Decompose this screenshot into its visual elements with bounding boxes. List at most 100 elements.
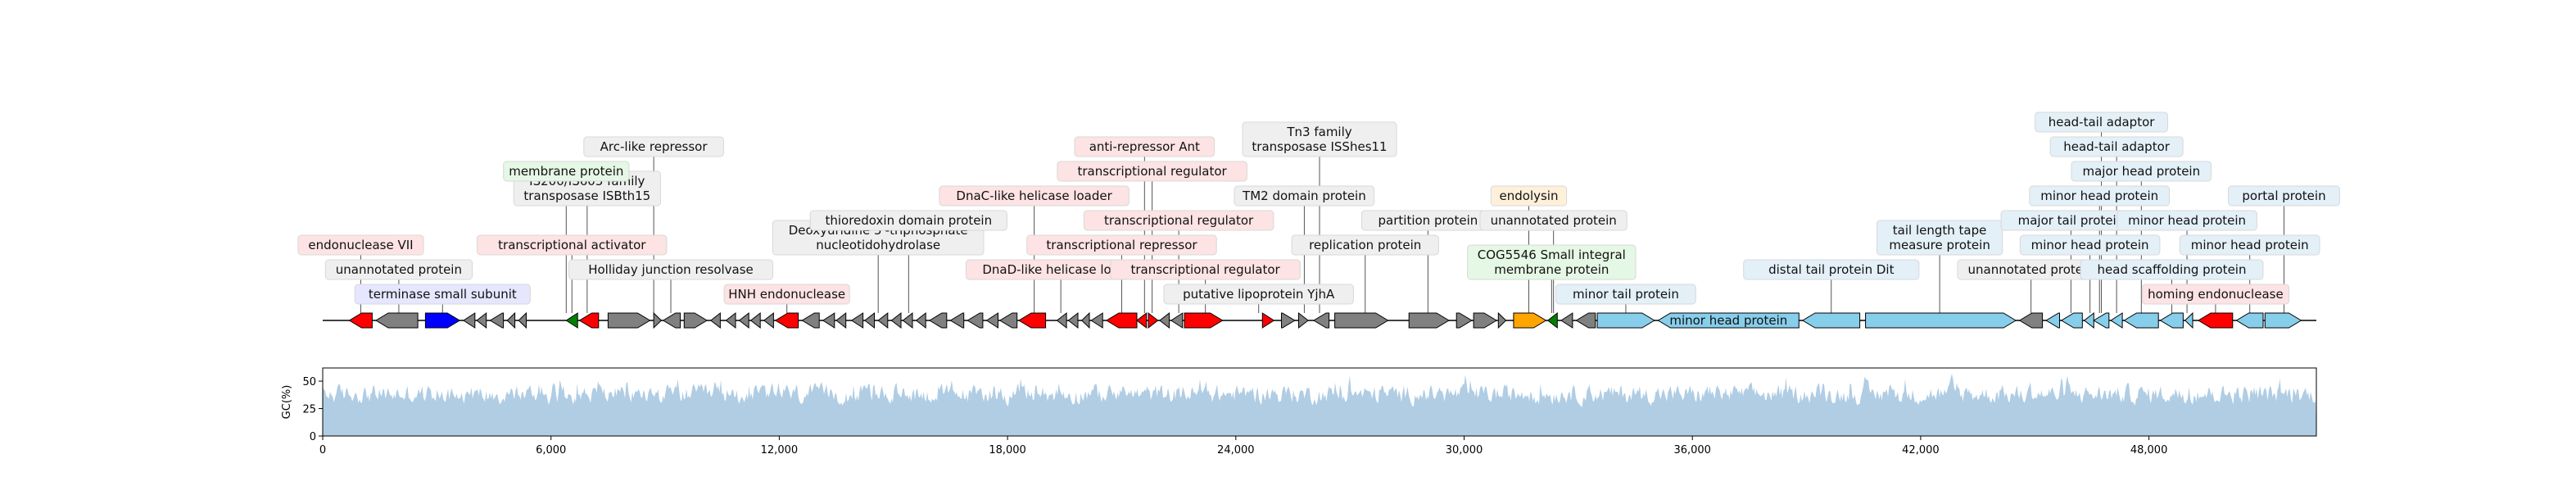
- x-tick-label: 30,000: [1446, 444, 1483, 456]
- gene-arrow: [850, 312, 864, 329]
- gene-arrow: [1313, 312, 1330, 329]
- x-tick-label: 48,000: [2130, 444, 2168, 456]
- gene-label: DnaC-like helicase loader: [956, 188, 1112, 203]
- gene-label-line: Holliday junction resolvase: [588, 262, 754, 277]
- position-x-axis: 0 6,000 12,000 18,000 24,000 30,000 36,000 42,0…: [319, 436, 2168, 456]
- gene-arrow: [1281, 312, 1296, 329]
- gene-arrow: [890, 311, 902, 329]
- gene-track: [348, 311, 2302, 329]
- gene-arrow: [835, 311, 847, 329]
- gene-arrow: [1456, 312, 1473, 329]
- gene-label-line: transcriptional activator: [498, 238, 646, 252]
- gene-arrow: [2110, 312, 2123, 329]
- gene-label-box: [809, 210, 1007, 231]
- gc-content-panel: 0 25 50 GC(%) 0 6,000 12,000 18,000 24,000 30,0…: [281, 367, 2317, 456]
- gene-label-box: [477, 234, 668, 256]
- gene-arrow: [1575, 312, 1596, 329]
- gc-y-tick-label: 25: [302, 404, 316, 416]
- gene-arrow: [928, 312, 948, 329]
- gene-label-box: [1743, 259, 1920, 280]
- gene-arrow: [1298, 311, 1309, 329]
- gene-label-box: [1110, 259, 1301, 280]
- gene-arrow: [1080, 311, 1090, 329]
- gene-arrow: [2159, 312, 2184, 329]
- gene-arrow: [578, 312, 600, 329]
- gene-label: Tn3 family transposase ISShes11: [1252, 125, 1387, 154]
- gene-label-box: [1242, 121, 1397, 157]
- gene-arrow: [2123, 312, 2159, 329]
- gene-label-line: anti-repressor Ant: [1089, 139, 1200, 154]
- gene-label-line: thioredoxin domain protein: [825, 213, 992, 228]
- gene-arrow: [985, 312, 998, 329]
- gene-label-line: major head protein: [2082, 164, 2200, 179]
- gene-arrow: [749, 311, 761, 329]
- gene-label-line: Tn3 family: [1286, 125, 1351, 139]
- gene-label-line: unannotated protein: [336, 262, 462, 277]
- gene-label-line: tail length tape: [1893, 223, 1987, 238]
- gene-label-box: [1026, 234, 1217, 256]
- gene-label-box: [939, 185, 1130, 207]
- gene-label-line: DnaD-like helicase loader: [982, 262, 1139, 277]
- gene-label: membrane protein: [509, 164, 623, 179]
- gene-arrow: [506, 311, 516, 329]
- gene-label: transcriptional regulator: [1077, 164, 1227, 179]
- gene-label-box: [2071, 161, 2212, 182]
- gene-arrow: [1596, 312, 1655, 329]
- x-tick-label: 42,000: [1902, 444, 1940, 456]
- gene-label: minor head protein: [2031, 238, 2149, 252]
- gene-label-box: [2029, 185, 2170, 207]
- gene-arrow: [375, 312, 419, 329]
- gene-label-line: minor head protein: [2031, 238, 2149, 252]
- gene-label: HNH endonuclease: [728, 287, 845, 302]
- gene-arrow: [489, 312, 505, 329]
- gc-content-area: [323, 373, 2316, 436]
- gene-label-box: [723, 284, 850, 305]
- gene-label-box: [1083, 210, 1274, 231]
- gene-arrow: [763, 311, 774, 329]
- gene-label-line: endonuclease VII: [308, 238, 413, 252]
- gc-y-tick-label: 0: [310, 431, 316, 443]
- gene-label: COG5546 Small integral membrane protein: [1478, 248, 1626, 277]
- gene-label: unannotated protein: [1491, 213, 1617, 228]
- gene-arrow: [709, 311, 721, 329]
- gene-arrow: [607, 312, 651, 329]
- gene-label: Arc-like repressor: [600, 139, 709, 154]
- gene-label-line: endolysin: [1500, 188, 1559, 203]
- gene-label-box: [2141, 284, 2290, 305]
- gene-arrow: [565, 312, 578, 329]
- gene-label-box: [1291, 234, 1439, 256]
- gene-arrow: [998, 312, 1018, 329]
- gene-label-box: [1467, 244, 1637, 280]
- gene-label: transcriptional regulator: [1104, 213, 1254, 228]
- gene-label: major tail protein: [2018, 213, 2125, 228]
- gene-arrow: [2093, 312, 2110, 329]
- gene-arrow: [518, 311, 527, 329]
- gene-arrow: [738, 311, 749, 329]
- gene-label-line: unannotated protein: [1967, 262, 2094, 277]
- gene-label-line: head-tail adaptor: [2049, 115, 2156, 129]
- gene-label-box: [2080, 259, 2264, 280]
- gene-label-box: [297, 234, 424, 256]
- gene-label-line: HNH endonuclease: [728, 287, 845, 302]
- gene-label-box: [568, 259, 773, 280]
- gene-label: minor head protein: [2040, 188, 2158, 203]
- gene-arrow: [1408, 312, 1450, 329]
- gene-arrow: [1067, 311, 1079, 329]
- gene-arrow: [1018, 312, 1047, 329]
- gene-label-box: [2035, 111, 2169, 133]
- gene-label-line: unannotated protein: [1491, 213, 1617, 228]
- gene-arrow: [1261, 312, 1275, 329]
- gene-label: homing endonuclease: [2148, 287, 2284, 302]
- gene-label-box: [1479, 210, 1628, 231]
- gene-arrow: [1184, 312, 1224, 329]
- gene-arrow: [864, 311, 875, 329]
- gene-label: minor head protein: [2128, 213, 2246, 228]
- gene-arrow: [1056, 311, 1067, 329]
- gene-arrow: [2184, 311, 2193, 329]
- gene-label-box: [2116, 210, 2257, 231]
- gene-label-box: [2019, 234, 2161, 256]
- gene-arrow: [1473, 312, 1497, 329]
- gene-label-line: terminase small subunit: [369, 287, 517, 302]
- gene-arrow: [476, 311, 487, 329]
